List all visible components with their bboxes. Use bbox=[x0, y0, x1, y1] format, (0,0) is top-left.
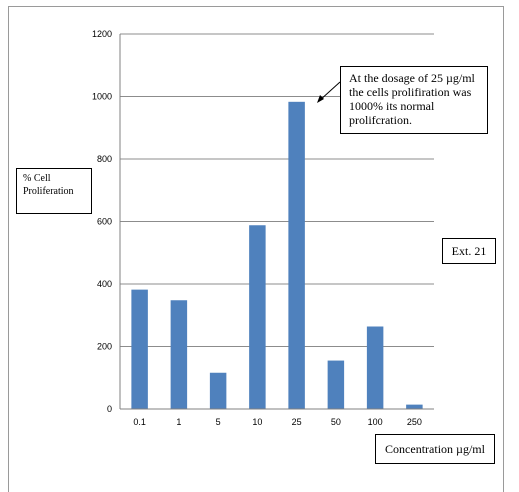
x-tick-label: 0.1 bbox=[133, 417, 146, 427]
bar-25 bbox=[288, 101, 305, 409]
bars bbox=[131, 101, 423, 409]
bar-5 bbox=[209, 372, 227, 409]
x-tick-label: 10 bbox=[252, 417, 262, 427]
x-tick-label: 1 bbox=[176, 417, 181, 427]
y-tick-label: 400 bbox=[97, 279, 112, 289]
bar-100 bbox=[366, 326, 384, 409]
y-axis-label: % Cell Proliferation bbox=[16, 168, 92, 214]
bar-10 bbox=[249, 225, 266, 409]
y-tick-label: 800 bbox=[97, 154, 112, 164]
x-tick-label: 250 bbox=[407, 417, 422, 427]
annotation-callout: At the dosage of 25 µg/ml the cells prol… bbox=[340, 66, 488, 134]
chart-frame bbox=[8, 6, 504, 492]
bar-1 bbox=[170, 300, 188, 409]
x-tick-labels: 0.1 1 5 10 25 50 100 250 bbox=[133, 417, 422, 427]
bar-50 bbox=[327, 360, 345, 409]
y-tick-label: 1000 bbox=[92, 92, 112, 102]
y-tick-label: 600 bbox=[97, 217, 112, 227]
bar-0.1 bbox=[131, 289, 148, 409]
y-tick-label: 1200 bbox=[92, 29, 112, 39]
y-tick-labels: 0 200 400 600 800 1000 1200 bbox=[92, 29, 112, 414]
y-tick-label: 0 bbox=[107, 404, 112, 414]
x-tick-label: 25 bbox=[292, 417, 302, 427]
x-axis-label: Concentration µg/ml bbox=[375, 434, 495, 464]
x-tick-label: 5 bbox=[216, 417, 221, 427]
x-tick-label: 100 bbox=[368, 417, 383, 427]
y-tick-label: 200 bbox=[97, 342, 112, 352]
bar-250 bbox=[406, 404, 423, 409]
extract-tag: Ext. 21 bbox=[442, 238, 496, 264]
annotation-arrowhead bbox=[317, 95, 324, 103]
x-tick-label: 50 bbox=[331, 417, 341, 427]
